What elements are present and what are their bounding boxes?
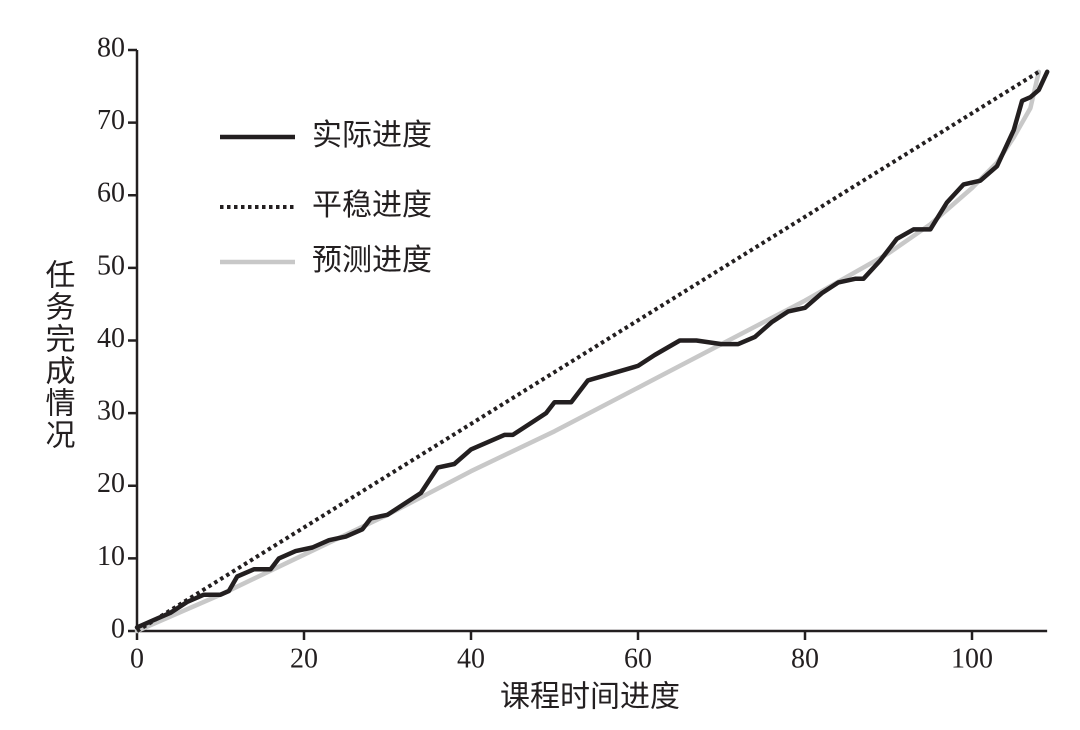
x-tick-label: 80 [791, 643, 819, 674]
x-tick-label: 100 [951, 643, 993, 674]
y-tick-label: 20 [97, 468, 125, 499]
legend-label: 实际进度 [312, 118, 432, 153]
y-tick-label: 70 [97, 105, 125, 136]
y-tick-label: 80 [97, 32, 125, 63]
x-axis-label: 课程时间进度 [500, 680, 680, 715]
y-tick-label: 40 [97, 323, 125, 354]
y-tick-label: 50 [97, 250, 125, 281]
y-axis-label: 任务完成情况 [40, 259, 76, 451]
legend-label: 平稳进度 [312, 188, 432, 223]
y-tick-label: 0 [111, 613, 125, 644]
x-tick-label: 0 [130, 643, 144, 674]
y-tick-label: 30 [97, 396, 125, 427]
x-tick-label: 40 [457, 643, 485, 674]
x-tick-label: 60 [624, 643, 652, 674]
series-line [135, 70, 1040, 633]
series-line [134, 69, 1042, 634]
legend-label: 预测进度 [312, 243, 432, 278]
series-line [134, 69, 1050, 630]
y-tick-label: 10 [97, 541, 125, 572]
x-tick-label: 20 [290, 643, 318, 674]
y-tick-label: 60 [97, 178, 125, 209]
